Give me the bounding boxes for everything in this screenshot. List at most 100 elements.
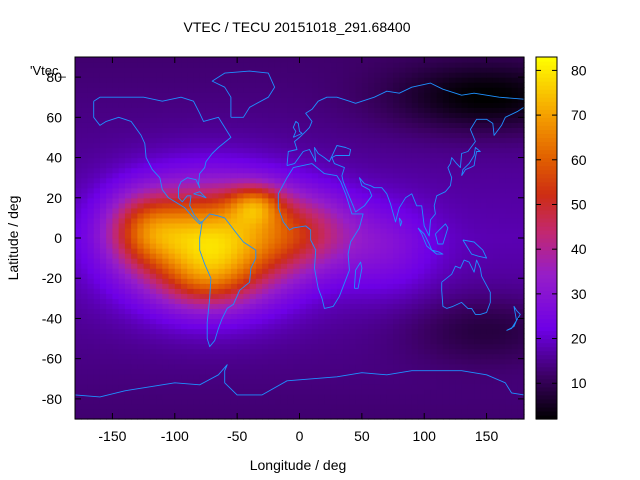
heatmap-cell — [374, 147, 382, 154]
heatmap-cell — [355, 318, 363, 325]
heatmap-cell — [417, 87, 425, 93]
heatmap-cell — [374, 182, 382, 189]
heatmap-cell — [137, 232, 145, 239]
heatmap-cell — [355, 368, 363, 375]
heatmap-cell — [349, 308, 357, 315]
heatmap-cell — [255, 378, 263, 385]
heatmap-cell — [442, 388, 450, 395]
heatmap-cell — [380, 378, 388, 385]
heatmap-cell — [430, 197, 438, 204]
heatmap-cell — [205, 238, 213, 244]
heatmap-cell — [162, 258, 170, 264]
heatmap-cell — [380, 383, 388, 390]
heatmap-cell — [274, 212, 282, 219]
heatmap-cell — [243, 373, 251, 380]
heatmap-cell — [212, 243, 220, 249]
heatmap-cell — [205, 167, 213, 174]
heatmap-cell — [168, 338, 176, 345]
heatmap-cell — [393, 77, 400, 83]
heatmap-cell — [417, 77, 425, 83]
heatmap-cell — [268, 253, 276, 259]
heatmap-cell — [137, 378, 145, 385]
heatmap-cell — [511, 323, 519, 330]
heatmap-cell — [81, 388, 89, 395]
heatmap-cell — [156, 308, 163, 315]
heatmap-cell — [349, 112, 357, 118]
heatmap-cell — [137, 127, 145, 134]
heatmap-cell — [118, 187, 126, 194]
heatmap-cell — [131, 162, 138, 169]
heatmap-cell — [386, 288, 394, 294]
heatmap-cell — [505, 358, 513, 365]
heatmap-cell — [106, 268, 114, 274]
heatmap-cell — [162, 373, 170, 380]
heatmap-cell — [399, 117, 407, 123]
heatmap-cell — [224, 197, 232, 204]
heatmap-cell — [137, 222, 145, 229]
heatmap-cell — [361, 82, 369, 88]
heatmap-cell — [505, 373, 513, 380]
heatmap-cell — [243, 288, 251, 294]
heatmap-cell — [249, 132, 257, 139]
heatmap-cell — [106, 167, 114, 174]
heatmap-cell — [118, 363, 126, 370]
heatmap-cell — [361, 253, 369, 259]
heatmap-cell — [230, 187, 238, 194]
heatmap-cell — [149, 187, 157, 194]
heatmap-cell — [162, 207, 170, 214]
heatmap-cell — [343, 87, 350, 93]
heatmap-cell — [318, 77, 326, 83]
heatmap-cell — [237, 182, 244, 189]
heatmap-cell — [287, 403, 294, 410]
heatmap-cell — [499, 167, 506, 174]
heatmap-cell — [174, 162, 182, 169]
heatmap-cell — [118, 197, 126, 204]
heatmap-cell — [324, 77, 332, 83]
heatmap-cell — [349, 227, 357, 234]
heatmap-cell — [205, 308, 213, 315]
heatmap-cell — [343, 413, 350, 420]
heatmap-cell — [349, 408, 357, 415]
heatmap-cell — [299, 197, 307, 204]
heatmap-cell — [349, 147, 357, 154]
heatmap-cell — [181, 232, 188, 239]
heatmap-cell — [162, 152, 170, 159]
heatmap-cell — [480, 102, 488, 108]
heatmap-cell — [156, 318, 163, 325]
heatmap-cell — [131, 177, 138, 184]
heatmap-cell — [143, 363, 151, 370]
heatmap-cell — [355, 167, 363, 174]
heatmap-cell — [81, 97, 89, 103]
heatmap-cell — [449, 227, 457, 234]
heatmap-cell — [411, 97, 419, 103]
heatmap-cell — [99, 283, 107, 289]
heatmap-cell — [486, 388, 494, 395]
heatmap-cell — [168, 373, 176, 380]
heatmap-cell — [268, 318, 276, 325]
heatmap-cell — [124, 102, 132, 108]
heatmap-cell — [324, 273, 332, 279]
heatmap-cell — [199, 278, 207, 284]
heatmap-cell — [230, 363, 238, 370]
heatmap-cell — [87, 243, 95, 249]
heatmap-cell — [442, 177, 450, 184]
heatmap-cell — [343, 298, 350, 304]
heatmap-cell — [293, 293, 301, 299]
heatmap-cell — [112, 92, 120, 98]
heatmap-cell — [455, 258, 463, 264]
heatmap-cell — [417, 403, 425, 410]
heatmap-cell — [287, 87, 294, 93]
heatmap-cell — [212, 197, 220, 204]
heatmap-cell — [442, 408, 450, 415]
heatmap-cell — [486, 353, 494, 360]
heatmap-cell — [212, 293, 220, 299]
heatmap-cell — [106, 373, 114, 380]
heatmap-cell — [87, 227, 95, 234]
heatmap-cell — [318, 313, 326, 320]
heatmap-cell — [168, 127, 176, 134]
heatmap-cell — [442, 368, 450, 375]
heatmap-cell — [156, 197, 163, 204]
heatmap-cell — [243, 333, 251, 340]
heatmap-cell — [237, 92, 244, 98]
heatmap-cell — [249, 328, 257, 335]
